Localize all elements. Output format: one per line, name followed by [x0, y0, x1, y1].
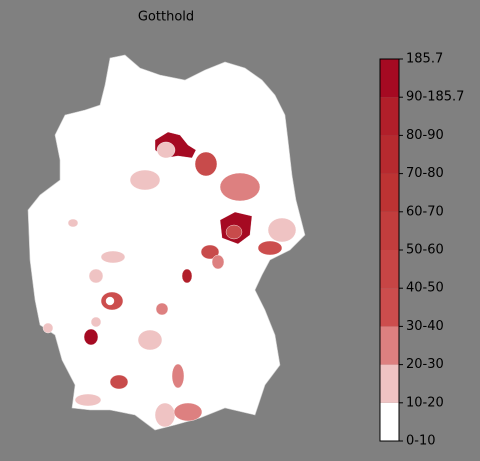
region: [90, 316, 102, 328]
colorbar-segment: [380, 211, 399, 250]
colorbar-label: 30-40: [406, 319, 444, 334]
colorbar-segment: [380, 326, 399, 365]
region: [194, 151, 218, 177]
colorbar-label: 40-50: [406, 281, 444, 296]
region: [129, 169, 161, 191]
region: [109, 374, 129, 390]
map-title: Gotthold: [138, 10, 194, 25]
colorbar: 0-10 10-20 20-30 30-40 40-50 50-60 60-70 70-80 8…: [379, 52, 464, 449]
region: [173, 402, 203, 422]
region: [267, 217, 297, 243]
colorbar-segment: [380, 173, 399, 212]
germany-map: [27, 54, 306, 431]
region: [88, 268, 104, 284]
colorbar-segment: [380, 364, 399, 403]
colorbar-segment: [380, 97, 399, 136]
region: [257, 240, 283, 256]
colorbar-label: 185.7: [406, 52, 443, 67]
colorbar-label: 50-60: [406, 243, 444, 258]
region: [154, 402, 176, 428]
region: [83, 328, 99, 346]
colorbar-segment: [380, 135, 399, 174]
colorbar-label: 20-30: [406, 357, 444, 372]
region: [225, 224, 243, 240]
region: [105, 296, 115, 306]
region: [42, 322, 54, 334]
region: [211, 254, 225, 270]
region: [200, 244, 220, 260]
colorbar-label: 0-10: [406, 434, 436, 449]
colorbar-segment: [380, 288, 399, 327]
colorbar-segment: [380, 402, 399, 441]
region: [74, 393, 102, 407]
regions: [42, 131, 297, 428]
region: [137, 329, 163, 351]
region: [156, 141, 176, 159]
colorbar-label: 70-80: [406, 166, 444, 181]
region: [171, 363, 185, 389]
region: [100, 250, 126, 264]
region: [155, 302, 169, 316]
colorbar-segment: [380, 59, 399, 98]
colorbar-label: 80-90: [406, 128, 444, 143]
region: [219, 172, 261, 202]
colorbar-label: 60-70: [406, 204, 444, 219]
colorbar-segment: [380, 250, 399, 289]
colorbar-label: 90-185.7: [406, 90, 464, 105]
region: [67, 218, 79, 228]
colorbar-label: 10-20: [406, 395, 444, 410]
region: [181, 268, 193, 284]
